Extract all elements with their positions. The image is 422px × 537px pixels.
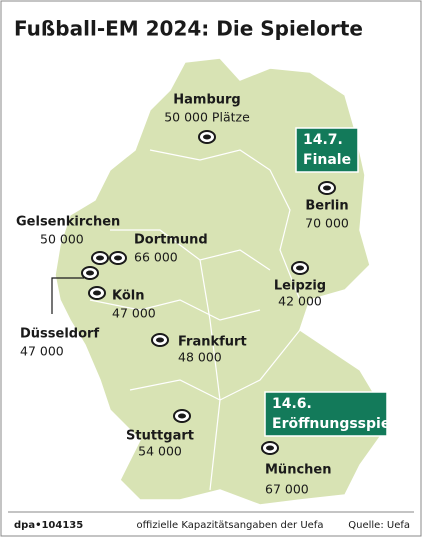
badge-label: Eröffnungsspiel (272, 416, 395, 432)
stadium-field (93, 290, 101, 296)
footer-source: Quelle: Uefa (348, 520, 410, 531)
stadium-field (96, 255, 104, 261)
badge-date: 14.7. (303, 132, 343, 148)
city-capacity: 66 000 (134, 250, 178, 265)
state-borders (89, 149, 301, 491)
stadium-field (266, 445, 274, 451)
stadium-field (296, 265, 304, 271)
city-name: Berlin (305, 199, 348, 214)
city-capacity: 50 000 (40, 232, 84, 247)
city-name: Dortmund (134, 233, 208, 248)
city-capacity: 48 000 (178, 350, 222, 365)
city-name: Hamburg (173, 93, 240, 108)
city-capacity: 54 000 (138, 444, 182, 459)
badge (295, 127, 359, 173)
badge-label: Finale (303, 152, 351, 168)
footer-id: dpa•104135 (14, 520, 83, 531)
city-capacity: 70 000 (305, 216, 349, 231)
footer-note: offizielle Kapazitätsangaben der Uefa (137, 520, 324, 531)
stadium-field (323, 185, 331, 191)
city-capacity: 47 000 (20, 344, 64, 359)
city-name: Leipzig (274, 279, 326, 294)
city-capacity: 50 000 Plätze (164, 110, 250, 125)
stadium-field (203, 134, 211, 140)
city-name: Frankfurt (178, 335, 247, 350)
stadium-field (114, 255, 122, 261)
connector (51, 277, 84, 314)
stadium-field (156, 337, 164, 343)
city-name: Gelsenkirchen (16, 215, 120, 230)
city-capacity: 67 000 (265, 482, 309, 497)
city-name: München (265, 463, 331, 478)
city-capacity: 47 000 (112, 306, 156, 321)
city-name: Stuttgart (126, 429, 194, 444)
city-name: Köln (112, 289, 145, 304)
badge (264, 391, 388, 437)
city-capacity: 42 000 (278, 294, 322, 309)
stadium-field (178, 413, 186, 419)
title: Fußball-EM 2024: Die Spielorte (14, 17, 363, 41)
city-name: Düsseldorf (20, 327, 99, 342)
badge-date: 14.6. (272, 396, 312, 412)
stadium-field (86, 270, 94, 276)
